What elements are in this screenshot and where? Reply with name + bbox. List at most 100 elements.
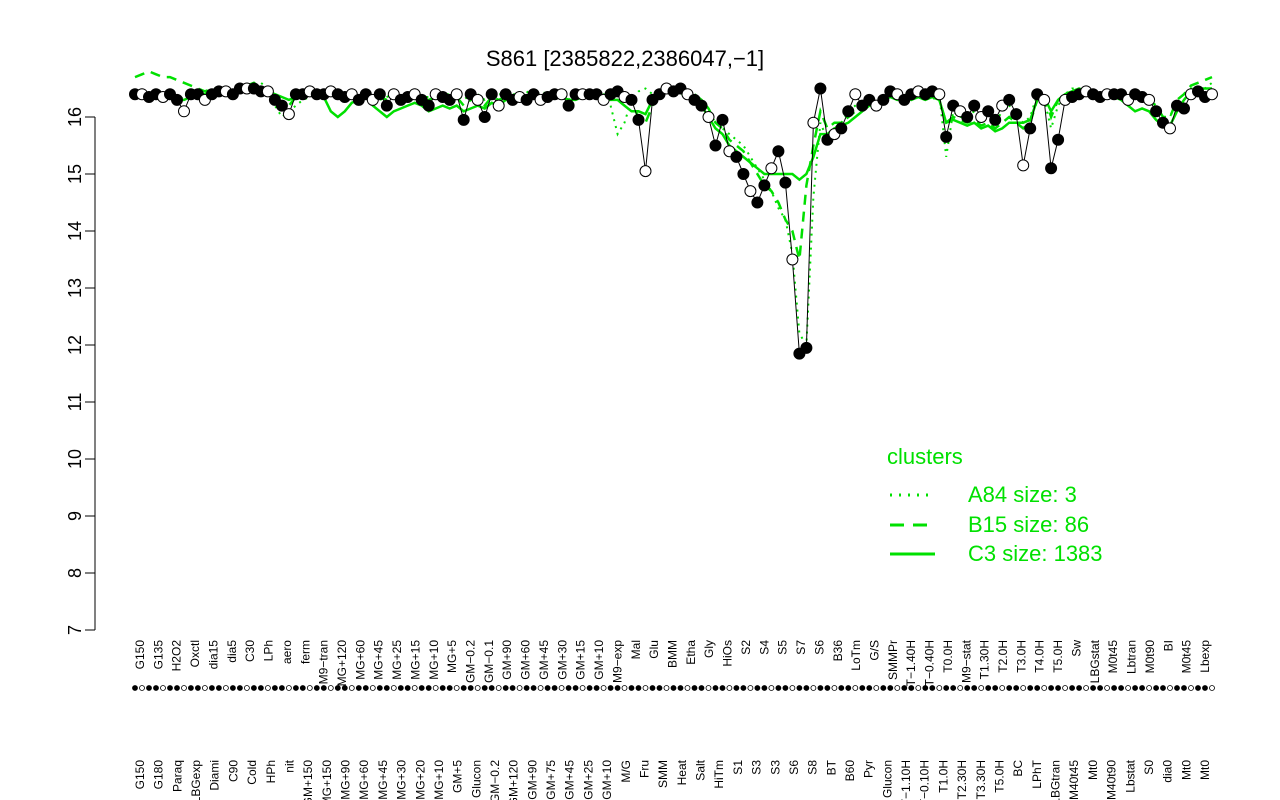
legend: clusters A84 size: 3 B15 size: 86 C3 size:… bbox=[887, 444, 1103, 566]
x-tick-label: ferm bbox=[298, 640, 312, 664]
x-rug-mark bbox=[467, 685, 474, 691]
y-tick-label: 15 bbox=[65, 164, 85, 184]
x-rug-mark bbox=[446, 685, 453, 691]
x-tick-label: Mal bbox=[629, 640, 643, 659]
data-point bbox=[849, 88, 862, 101]
data-point bbox=[779, 176, 792, 189]
data-point bbox=[737, 168, 750, 180]
data-point bbox=[1010, 108, 1023, 121]
y-tick-label: 12 bbox=[65, 335, 85, 355]
x-rug-mark bbox=[355, 685, 362, 691]
x-rug-mark bbox=[782, 685, 789, 691]
x-rug-mark bbox=[495, 685, 502, 691]
x-rug-mark bbox=[894, 685, 901, 691]
y-tick-label: 11 bbox=[65, 393, 85, 412]
x-rug-mark bbox=[1062, 685, 1068, 691]
x-rug-mark bbox=[915, 685, 922, 691]
x-tick-label: Sw bbox=[1070, 640, 1084, 657]
x-rug-mark bbox=[775, 685, 782, 691]
y-tick-label: 7 bbox=[65, 625, 85, 635]
x-tick-label: nit bbox=[283, 759, 297, 772]
x-tick-label: M9−tran bbox=[317, 640, 331, 684]
data-point bbox=[450, 88, 463, 101]
x-rug-mark bbox=[439, 685, 446, 691]
x-rug-mark bbox=[796, 685, 803, 691]
data-point bbox=[1143, 93, 1156, 106]
x-tick-label: HiOs bbox=[721, 640, 735, 667]
x-tick-label: GM+45 bbox=[537, 640, 551, 680]
x-rug-mark bbox=[327, 685, 334, 691]
x-rug-mark bbox=[803, 685, 810, 691]
x-rug-mark bbox=[621, 685, 628, 691]
data-point bbox=[877, 93, 890, 106]
data-point bbox=[961, 111, 974, 123]
x-rug-mark bbox=[181, 685, 187, 691]
x-tick-label: GM−0.2 bbox=[488, 760, 502, 800]
x-rug-mark bbox=[705, 685, 712, 691]
data-point bbox=[555, 88, 568, 101]
data-point bbox=[1017, 159, 1030, 172]
x-rug-mark bbox=[1027, 685, 1034, 691]
x-rug-mark bbox=[404, 685, 411, 691]
x-rug-mark bbox=[1125, 685, 1131, 691]
x-tick-label: Gly bbox=[702, 640, 716, 658]
x-rug-mark bbox=[1160, 685, 1166, 691]
x-tick-label: Glucon bbox=[880, 760, 894, 798]
x-tick-label: S5 bbox=[776, 640, 790, 655]
x-rug-mark bbox=[1118, 685, 1124, 691]
x-tick-label: S3 bbox=[768, 760, 782, 775]
x-rug-mark bbox=[733, 685, 740, 691]
x-rug-mark bbox=[838, 685, 845, 691]
x-rug-mark bbox=[824, 685, 831, 691]
x-rug-mark bbox=[712, 685, 719, 691]
data-point bbox=[492, 99, 505, 112]
x-rug-mark bbox=[1139, 685, 1145, 691]
x-tick-label: Diami bbox=[208, 760, 222, 791]
data-point bbox=[772, 145, 785, 158]
x-rug-mark bbox=[1209, 685, 1215, 691]
x-rug-mark bbox=[285, 685, 292, 691]
x-rug-mark bbox=[810, 685, 817, 691]
data-point bbox=[562, 99, 575, 112]
x-rug-mark bbox=[565, 685, 572, 691]
x-tick-label: Oxctl bbox=[188, 640, 202, 667]
x-rug-mark bbox=[740, 685, 747, 691]
x-rug-mark bbox=[1069, 685, 1075, 691]
x-rug-mark bbox=[153, 685, 159, 691]
x-tick-label: M0t45 bbox=[1180, 640, 1194, 674]
x-tick-label: T1.0H bbox=[936, 760, 950, 793]
x-tick-label: B60 bbox=[843, 760, 857, 782]
x-rug-mark bbox=[236, 685, 243, 691]
x-tick-label: C90 bbox=[226, 760, 240, 782]
x-rug-mark bbox=[306, 685, 313, 691]
y-tick-label: 8 bbox=[65, 568, 85, 578]
x-tick-label: dia15 bbox=[206, 640, 220, 670]
data-point bbox=[730, 150, 743, 163]
x-rug-mark bbox=[537, 685, 544, 691]
x-tick-label: M9−exp bbox=[610, 640, 624, 683]
x-tick-label: LBGtran bbox=[1049, 760, 1063, 800]
x-tick-label: LoTm bbox=[849, 640, 863, 671]
x-rug-mark bbox=[817, 685, 824, 691]
x-tick-label: M0t90 bbox=[1143, 640, 1157, 674]
x-tick-label: T−0.40H bbox=[923, 640, 937, 686]
x-rug-mark bbox=[670, 685, 677, 691]
x-tick-label: T2.0H bbox=[996, 640, 1010, 673]
x-tick-label: MG+15 bbox=[408, 640, 422, 680]
data-point bbox=[457, 113, 470, 126]
x-rug-mark bbox=[139, 685, 145, 691]
x-tick-label: GM+75 bbox=[544, 760, 558, 800]
data-point bbox=[940, 130, 953, 143]
x-rug-mark bbox=[761, 685, 768, 691]
x-tick-label: HPh bbox=[264, 760, 278, 783]
x-rug-mark bbox=[1055, 685, 1061, 691]
x-rug-mark bbox=[880, 685, 887, 691]
x-tick-label: T4.0H bbox=[1033, 640, 1047, 673]
x-tick-label: T2.30H bbox=[955, 760, 969, 799]
data-point bbox=[1164, 122, 1176, 135]
x-tick-label: Heat bbox=[675, 759, 689, 785]
x-tick-label: GM+15 bbox=[574, 640, 588, 680]
x-rug-mark bbox=[873, 685, 880, 691]
x-tick-label: S1 bbox=[731, 760, 745, 775]
data-point bbox=[261, 85, 274, 98]
